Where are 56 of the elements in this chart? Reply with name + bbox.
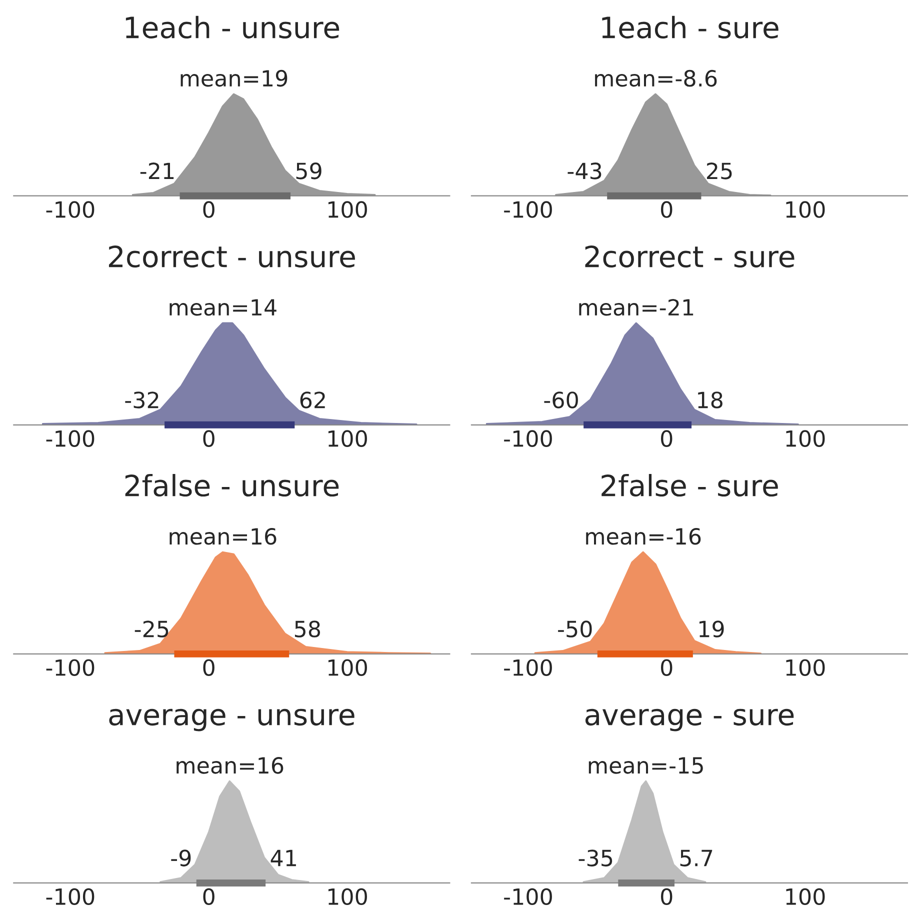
x-tick-label: 0: [203, 430, 214, 447]
chart-title: 2correct - sure: [585, 245, 794, 268]
x-tick-label: 100: [786, 430, 825, 447]
text: mean=19: [180, 70, 288, 87]
x-tick-label: -100: [504, 201, 552, 218]
text: mean=16: [176, 757, 284, 774]
x-tick-label: -100: [46, 201, 94, 218]
x-tick-label: 0: [203, 888, 214, 906]
annotation: -35: [578, 850, 612, 866]
annotation: 19: [700, 620, 724, 638]
chart-title: average - sure: [585, 708, 794, 732]
annotation: 41: [270, 850, 296, 866]
text: mean=-8.6: [595, 70, 717, 87]
x-tick-label: 100: [328, 888, 367, 906]
x-tick-label: -100: [504, 430, 552, 447]
x-tick-label: 100: [786, 888, 825, 906]
text: mean=-15: [588, 757, 703, 774]
annotation: -50: [558, 620, 592, 638]
x-tick-label: 0: [661, 659, 672, 676]
chart-title: 2correct - unsure: [108, 245, 355, 268]
text: mean=-16: [586, 528, 701, 545]
annotation: 58: [294, 620, 320, 638]
chart-title: 2false - sure: [602, 474, 778, 497]
x-tick-label: 0: [203, 201, 214, 218]
annotation: -60: [544, 392, 578, 408]
x-tick-label: -100: [504, 888, 552, 906]
x-tick-label: -100: [504, 659, 552, 676]
annotation: 25: [706, 162, 732, 180]
x-tick-label: 0: [661, 888, 672, 906]
x-tick-label: 100: [328, 201, 367, 218]
x-tick-label: 100: [328, 430, 367, 447]
chart-title: average - unsure: [109, 708, 354, 732]
x-tick-label: 0: [661, 201, 672, 218]
annotation: 62: [300, 392, 325, 408]
x-tick-label: 100: [328, 659, 367, 676]
text: mean=-21: [579, 298, 694, 316]
chart-title: 1each - unsure: [126, 16, 340, 38]
chart-title: 2false - unsure: [125, 474, 339, 497]
chart-title: 1each - sure: [602, 16, 778, 38]
x-tick-label: 0: [203, 659, 214, 676]
annotation: 18: [698, 392, 722, 408]
annotation: 59: [296, 162, 322, 180]
text: mean=14: [170, 299, 276, 316]
annotation: -25: [134, 620, 168, 638]
text: mean=16: [170, 528, 276, 545]
annotation: -43: [568, 162, 602, 180]
x-tick-label: -100: [46, 430, 94, 447]
annotation: 5.7: [680, 850, 712, 866]
x-tick-label: 100: [786, 201, 825, 218]
annotation: -32: [125, 392, 158, 408]
x-tick-label: -100: [46, 888, 94, 906]
annotation: -9: [171, 850, 191, 866]
x-tick-label: 100: [786, 659, 825, 676]
x-tick-label: 0: [661, 430, 672, 447]
x-tick-label: -100: [46, 659, 94, 676]
annotation: -21: [140, 162, 174, 180]
